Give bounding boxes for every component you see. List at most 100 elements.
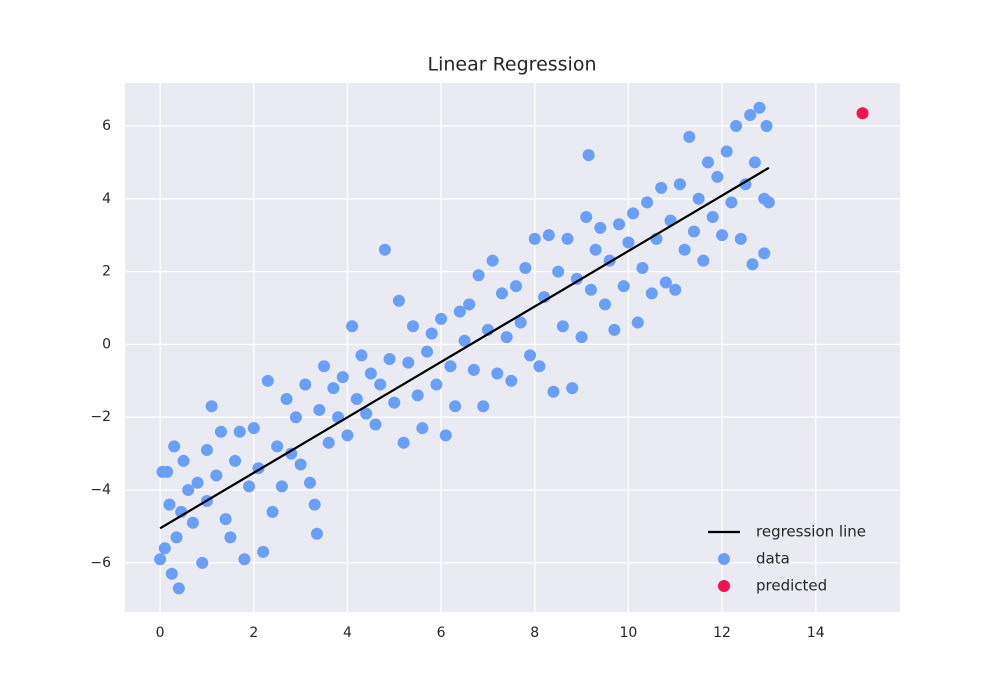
point (655, 181, 668, 194)
point (392, 294, 405, 307)
point (161, 465, 174, 478)
point (500, 331, 513, 344)
point (388, 396, 401, 409)
legend-marker (718, 553, 730, 565)
point (224, 531, 237, 544)
point (285, 447, 298, 460)
point (158, 542, 171, 555)
point (566, 382, 579, 395)
point (617, 280, 630, 293)
point (154, 553, 167, 566)
point (200, 443, 213, 456)
point (275, 480, 288, 493)
point (186, 516, 199, 529)
point (669, 283, 682, 296)
point (233, 425, 246, 438)
point (547, 385, 560, 398)
point (308, 498, 321, 511)
point (280, 393, 293, 406)
x-tick-label: 12 (713, 625, 731, 641)
point (477, 400, 490, 413)
point (582, 149, 595, 162)
point (758, 247, 771, 260)
point (594, 221, 607, 234)
point (444, 360, 457, 373)
y-tick-label: 2 (102, 264, 111, 280)
point (659, 276, 672, 289)
point (716, 229, 729, 242)
point (598, 298, 611, 311)
point (406, 320, 419, 333)
point (163, 498, 176, 511)
point (318, 360, 331, 373)
point (257, 545, 270, 558)
point (177, 454, 190, 467)
y-tick-label: 0 (102, 336, 111, 352)
point (168, 440, 181, 453)
legend-label: regression line (756, 523, 866, 541)
point (411, 389, 424, 402)
y-tick-label: 6 (102, 118, 111, 134)
point (673, 178, 686, 191)
x-tick-label: 4 (343, 625, 352, 641)
point (645, 287, 658, 300)
point (636, 261, 649, 274)
point (687, 225, 700, 238)
point (289, 411, 302, 424)
point (762, 196, 775, 209)
point (210, 469, 223, 482)
point (528, 232, 541, 245)
legend-label: predicted (756, 577, 827, 595)
point (627, 207, 640, 220)
point (346, 320, 359, 333)
point (182, 484, 195, 497)
point (561, 232, 574, 245)
point (725, 196, 738, 209)
point (336, 371, 349, 384)
point (697, 254, 710, 267)
point (706, 210, 719, 223)
point (205, 400, 218, 413)
point (505, 374, 518, 387)
point (238, 553, 251, 566)
point (524, 349, 537, 362)
point (261, 374, 274, 387)
point (360, 407, 373, 420)
legend-label: data (756, 550, 790, 568)
point (453, 305, 466, 318)
point (486, 254, 499, 267)
point (243, 480, 256, 493)
point (580, 210, 593, 223)
point (556, 320, 569, 333)
point (514, 316, 527, 329)
y-tick-label: 4 (102, 191, 111, 207)
point (439, 429, 452, 442)
point (397, 436, 410, 449)
point (495, 287, 508, 300)
point (191, 476, 204, 489)
point (746, 258, 759, 271)
point (425, 327, 438, 340)
point (730, 119, 743, 132)
point (378, 243, 391, 256)
y-tick-label: −4 (90, 482, 111, 498)
point (402, 356, 415, 369)
point (435, 312, 448, 325)
point (172, 582, 185, 595)
point (170, 531, 183, 544)
legend-marker (718, 580, 730, 592)
point (683, 130, 696, 143)
point (613, 218, 626, 231)
point (533, 360, 546, 373)
point (734, 232, 747, 245)
point (711, 170, 724, 183)
point (350, 393, 363, 406)
x-tick-label: 6 (437, 625, 446, 641)
point (458, 334, 471, 347)
point (341, 429, 354, 442)
x-tick-label: 14 (807, 625, 825, 641)
y-tick-label: −6 (90, 555, 111, 571)
point (383, 352, 396, 365)
